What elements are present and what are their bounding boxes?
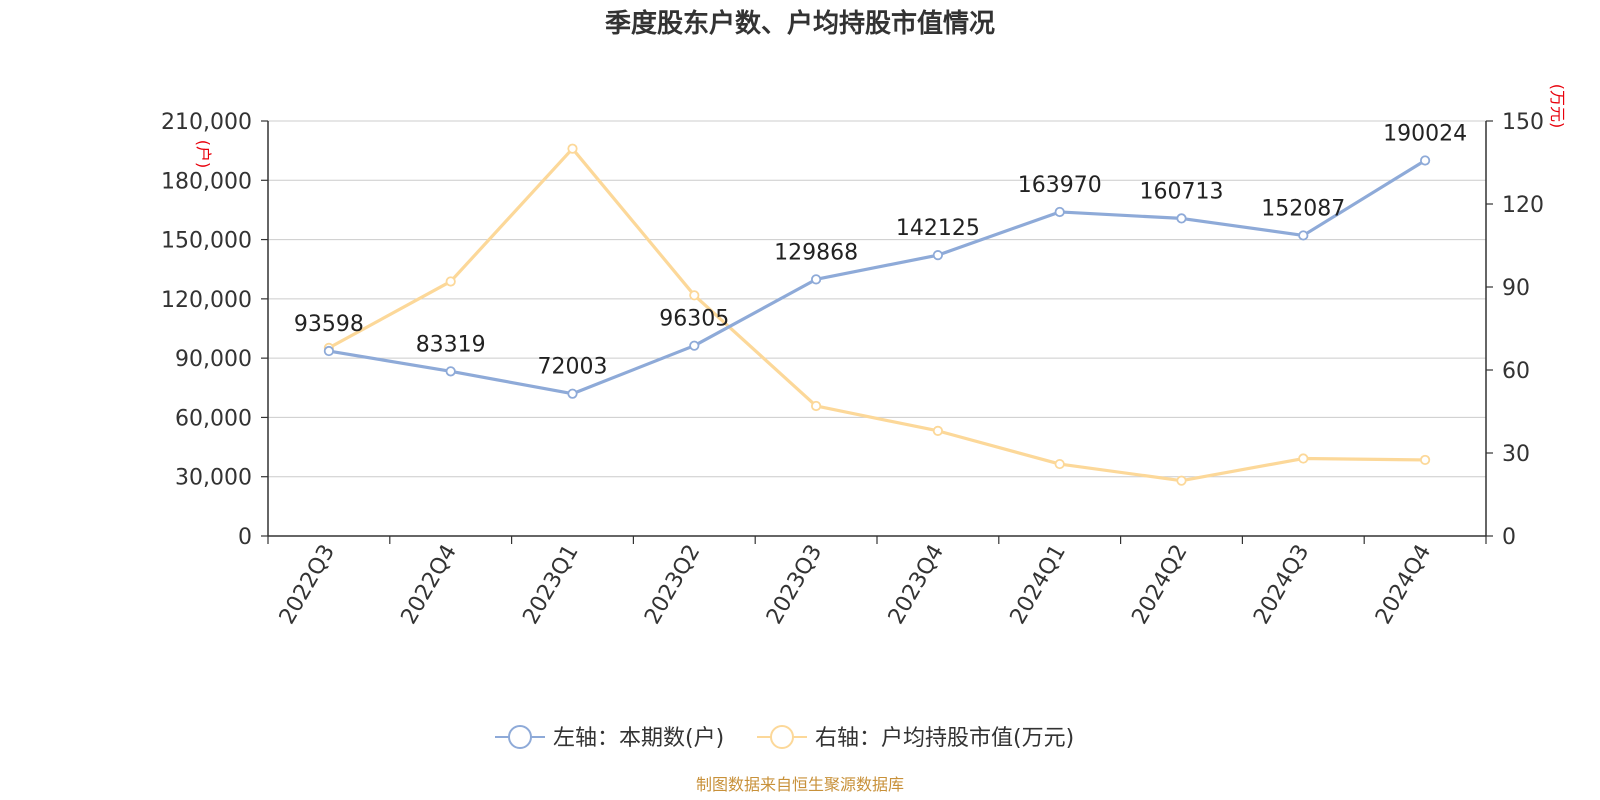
left-tick-label: 90,000 (175, 347, 252, 372)
series-line (328, 147, 1426, 483)
right-axis-ticks: 0 30 60 90 120 150 (1486, 110, 1544, 550)
left-tick-label: 0 (238, 525, 252, 550)
data-point (445, 276, 456, 287)
data-label: 190024 (1383, 121, 1467, 146)
data-point (1298, 453, 1309, 464)
legend-label: 左轴：本期数(户) (553, 726, 724, 751)
data-label: 72003 (538, 355, 608, 380)
left-tick-label: 150,000 (161, 229, 252, 254)
data-point (567, 143, 578, 154)
series-line (328, 159, 1426, 396)
left-tick-label: 120,000 (161, 288, 252, 313)
x-tick-label: 2022Q4 (397, 541, 462, 629)
data-point (1420, 155, 1431, 166)
right-tick-label: 90 (1502, 276, 1530, 301)
x-tick-label: 2022Q3 (275, 541, 340, 629)
data-label: 93598 (294, 312, 364, 337)
data-point (810, 400, 822, 412)
data-point (1298, 230, 1309, 241)
x-tick-label: 2024Q1 (1006, 541, 1071, 629)
data-point (1176, 475, 1187, 486)
data-label: 83319 (416, 332, 486, 357)
x-tick-label: 2024Q4 (1371, 541, 1436, 629)
left-axis-ticks: 0 30,000 60,000 90,000 120,000 150,000 180,000… (161, 110, 268, 550)
right-tick-label: 0 (1502, 525, 1516, 550)
x-axis-ticks: 2022Q3 2022Q4 2023Q1 2023Q2 2023Q3 2023Q4 2024… (267, 536, 1487, 629)
left-axis-unit: (户) (194, 140, 213, 169)
data-point (1054, 458, 1065, 470)
series-layer: 93598 83319 72003 96305 129868 142125 163970 16… (294, 121, 1467, 486)
data-point (932, 250, 944, 261)
data-point (810, 274, 822, 285)
grid (268, 120, 1486, 478)
legend-marker (770, 725, 794, 749)
right-tick-label: 150 (1502, 110, 1544, 135)
axes (267, 121, 1487, 537)
right-axis-unit: (万元) (1548, 84, 1567, 129)
x-tick-label: 2023Q3 (762, 541, 827, 629)
left-tick-label: 30,000 (175, 466, 252, 491)
right-tick-label: 120 (1502, 193, 1544, 218)
data-point (689, 290, 700, 301)
data-label: 96305 (659, 307, 729, 332)
legend-marker (508, 725, 532, 749)
data-point (1054, 206, 1065, 218)
data-label: 142125 (896, 216, 980, 241)
data-point (1176, 213, 1187, 224)
x-tick-label: 2023Q4 (884, 541, 949, 629)
data-point (445, 366, 456, 377)
data-point (689, 340, 700, 351)
right-tick-label: 60 (1502, 359, 1530, 384)
data-label: 160713 (1140, 179, 1224, 204)
x-tick-label: 2024Q2 (1127, 541, 1192, 629)
left-tick-label: 210,000 (161, 110, 252, 135)
data-point (1420, 454, 1431, 466)
legend: 左轴：本期数(户) 右轴：户均持股市值(万元) (495, 725, 1074, 751)
source-note: 制图数据来自恒生聚源数据库 (696, 775, 904, 794)
chart-title: 季度股东户数、户均持股市值情况 (605, 8, 995, 39)
left-tick-label: 180,000 (161, 169, 252, 194)
right-tick-label: 30 (1502, 442, 1530, 467)
data-label: 129868 (774, 240, 858, 265)
x-tick-label: 2024Q3 (1249, 541, 1314, 629)
legend-label: 右轴：户均持股市值(万元) (815, 726, 1074, 751)
data-label: 152087 (1261, 196, 1345, 221)
x-tick-label: 2023Q1 (518, 541, 583, 629)
data-point (567, 388, 578, 399)
left-tick-label: 60,000 (175, 406, 252, 431)
data-point (323, 345, 334, 357)
data-label: 163970 (1018, 173, 1102, 198)
data-point (932, 425, 944, 436)
x-tick-label: 2023Q2 (640, 541, 705, 629)
